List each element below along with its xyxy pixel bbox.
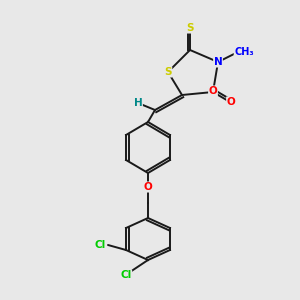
Text: H: H xyxy=(134,98,142,108)
Text: S: S xyxy=(164,67,172,77)
Text: CH₃: CH₃ xyxy=(234,47,254,57)
Text: O: O xyxy=(144,182,152,192)
Text: N: N xyxy=(214,57,222,67)
Text: S: S xyxy=(186,23,194,33)
Text: Cl: Cl xyxy=(120,270,132,280)
Text: O: O xyxy=(208,86,217,96)
Text: O: O xyxy=(226,97,236,107)
Text: Cl: Cl xyxy=(94,240,106,250)
